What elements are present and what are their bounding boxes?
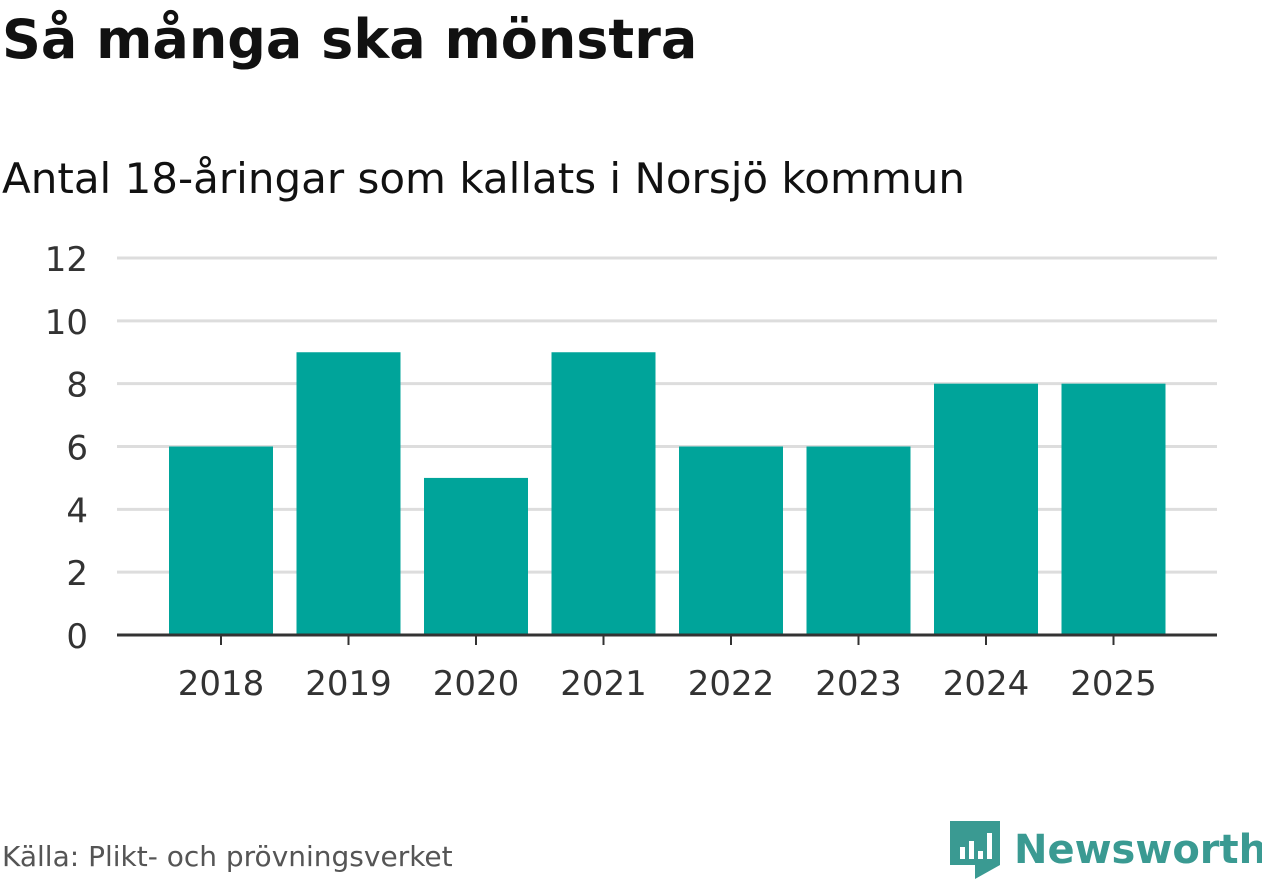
y-tick-label: 10 bbox=[45, 303, 88, 343]
bar-2018 bbox=[169, 446, 273, 635]
source-note: Källa: Plikt- och prövningsverket bbox=[2, 840, 453, 873]
bar-2024 bbox=[934, 383, 1038, 635]
y-tick-label: 6 bbox=[66, 429, 88, 469]
x-tick-label: 2025 bbox=[1070, 664, 1157, 704]
bar-2021 bbox=[551, 352, 656, 635]
x-tick-label: 2021 bbox=[560, 664, 647, 704]
x-tick-label: 2020 bbox=[433, 664, 520, 704]
axes: 0 2 4 6 8 10 12 2018 2019 2020 2021 2022 2023 2024 202… bbox=[45, 240, 1217, 704]
chart-subtitle: Antal 18-åringar som kallats i Norsjö ko… bbox=[2, 154, 966, 203]
bar-2025 bbox=[1061, 383, 1166, 635]
bar-2020 bbox=[424, 477, 528, 635]
y-tick-label: 8 bbox=[66, 366, 88, 406]
brand-name: Newsworthy bbox=[1014, 827, 1262, 873]
x-tick-label: 2022 bbox=[688, 664, 775, 704]
y-tick-label: 2 bbox=[66, 554, 88, 594]
grid-lines bbox=[117, 256, 1217, 574]
bars bbox=[169, 352, 1166, 635]
brand-logo: Newsworthy bbox=[950, 820, 1262, 880]
x-tick-label: 2023 bbox=[815, 664, 902, 704]
y-tick-label: 4 bbox=[66, 491, 88, 531]
y-tick-label: 12 bbox=[45, 240, 88, 280]
bar-2022 bbox=[679, 446, 783, 635]
chart-title: Så många ska mönstra bbox=[2, 8, 698, 71]
x-tick-label: 2018 bbox=[178, 664, 265, 704]
y-tick-label: 0 bbox=[66, 617, 88, 657]
bar-2023 bbox=[806, 446, 911, 635]
x-tick-label: 2024 bbox=[943, 664, 1030, 704]
bar-2019 bbox=[296, 352, 401, 635]
x-tick-label: 2019 bbox=[305, 664, 392, 704]
newsworthy-logo-icon bbox=[950, 821, 1000, 879]
